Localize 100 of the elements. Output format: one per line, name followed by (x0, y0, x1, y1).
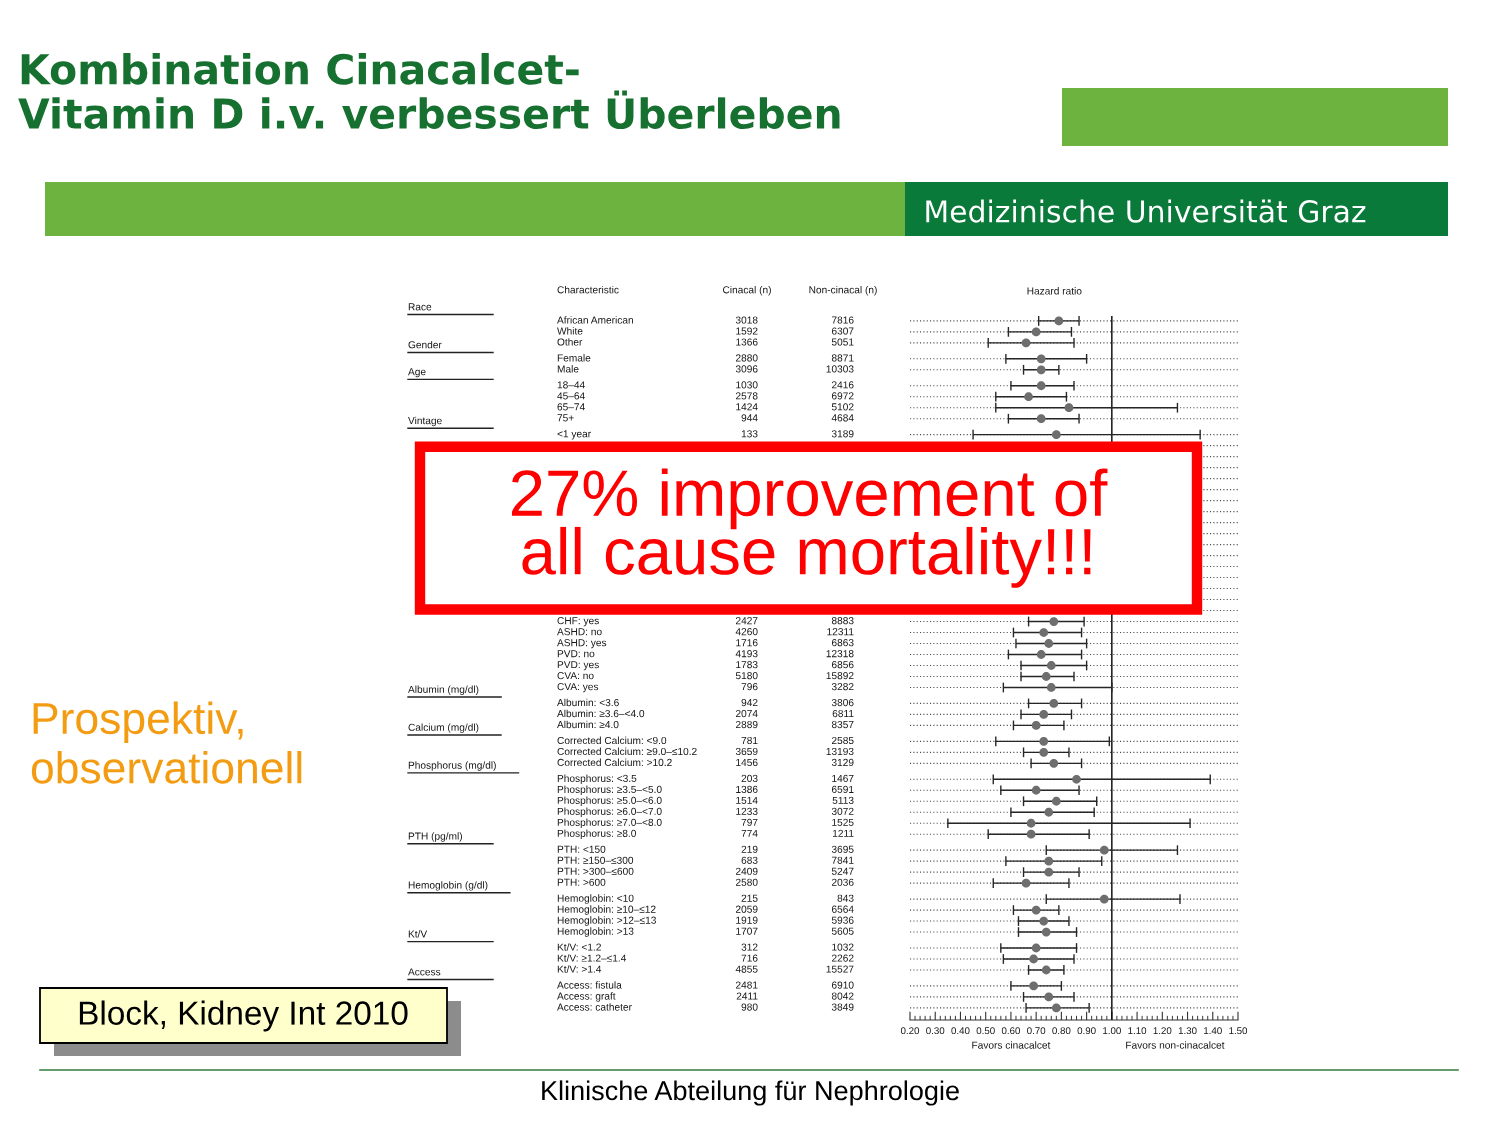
category-label: CVA: yes (557, 683, 599, 693)
category-label: Albumin: <3.6 (557, 698, 619, 707)
data-label: 13193 (826, 747, 854, 756)
category-label: Hemoglobin (g/dl) (408, 881, 488, 891)
category-label: Phosphorus: ≥5.0–<6.0 (557, 796, 662, 806)
data-label: 4855 (735, 965, 758, 973)
data-label: 2074 (735, 709, 758, 718)
category-label: African American (557, 316, 633, 324)
category-label: CVA: no (557, 672, 594, 680)
data-label: 1030 (736, 381, 758, 389)
data-label: 133 (741, 430, 758, 438)
data-label: 6856 (831, 661, 854, 669)
data-label: 6863 (831, 639, 854, 647)
data-label: 781 (741, 736, 758, 745)
data-label: 5180 (735, 672, 758, 680)
data-label: 2889 (735, 720, 758, 729)
data-label: 6972 (831, 392, 854, 400)
data-label: 1716 (736, 639, 758, 647)
category-label: Phosphorus: ≥8.0 (557, 829, 637, 839)
category-label: Phosphorus: ≥3.5–<5.0 (557, 785, 662, 795)
category-label: Access: graft (557, 992, 616, 1002)
data-label: 3129 (831, 758, 854, 767)
category-label: Phosphorus: <3.5 (557, 774, 637, 784)
category-label: Albumin (mg/dl) (408, 685, 479, 695)
data-label: 1456 (736, 758, 758, 767)
data-label: 2059 (735, 905, 758, 913)
data-label: 4193 (735, 650, 758, 658)
data-label: 1592 (736, 327, 758, 335)
data-label: 1525 (832, 818, 854, 826)
data-label: 10303 (826, 365, 854, 373)
data-label: 2416 (831, 381, 854, 389)
data-label: 716 (741, 954, 758, 962)
category-label: PVD: no (557, 650, 595, 658)
category-label: Access (408, 968, 441, 976)
category-label: Male (557, 365, 579, 373)
text: Non-cinacal (n) (809, 285, 877, 296)
category-label: Phosphorus: ≥7.0–<8.0 (557, 818, 662, 828)
data-label: 2578 (735, 392, 758, 400)
text: Cinacal (n) (723, 285, 771, 296)
category-label: Access: catheter (557, 1003, 632, 1011)
data-label: 5936 (831, 916, 854, 924)
data-label: 219 (741, 845, 758, 853)
data-label: 6811 (832, 709, 854, 718)
category-label: Age (408, 368, 426, 378)
category-label: PTH: ≥150–≤300 (557, 856, 634, 864)
data-label: 3695 (831, 845, 854, 853)
category-label: Albumin: ≥3.6–<4.0 (557, 709, 645, 718)
data-label: 5102 (831, 403, 854, 411)
data-label: 1366 (736, 338, 758, 346)
data-label: 797 (741, 818, 758, 826)
category-label: Vintage (408, 416, 442, 427)
data-label: 1233 (736, 807, 758, 815)
category-label: White (557, 327, 583, 335)
data-label: 5605 (831, 927, 854, 935)
text: Medizinische Universität Graz (926, 199, 1366, 223)
category-label: PTH: >600 (557, 878, 606, 886)
category-label: Gender (408, 340, 442, 349)
data-label: 3282 (831, 683, 854, 691)
data-label: 2580 (735, 878, 758, 886)
data-label: 1783 (736, 661, 758, 669)
data-label: 1919 (736, 916, 758, 924)
data-label: 1424 (736, 403, 758, 411)
category-label: Kt/V: >1.4 (557, 965, 602, 973)
category-label: Hemoglobin: <10 (557, 894, 634, 904)
category-label: Hemoglobin: ≥10–≤12 (557, 905, 656, 915)
data-label: 3072 (831, 807, 854, 815)
category-label: PTH: <150 (557, 845, 606, 853)
text: Prospektiv, observationell (31, 701, 302, 784)
data-label: 3806 (831, 698, 854, 707)
category-label: Hemoglobin: >12–≤13 (557, 916, 656, 926)
data-label: 980 (741, 1003, 758, 1011)
data-label: 1386 (736, 785, 758, 793)
category-label: Corrected Calcium: <9.0 (557, 736, 667, 745)
data-label: 2481 (735, 981, 758, 989)
data-label: 8871 (831, 354, 854, 362)
data-label: 1467 (832, 774, 854, 782)
category-label: Kt/V: <1.2 (557, 943, 601, 951)
data-label: 8883 (831, 617, 854, 625)
text: Kombination Cinacalcet- Vitamin D i.v. verbessert Überleben (18, 53, 840, 130)
category-label: Corrected Calcium: ≥9.0–≤10.2 (557, 747, 697, 756)
category-label: Access: fistula (557, 981, 622, 989)
category-label: Female (557, 354, 591, 362)
category-label: Calcium (mg/dl) (408, 723, 479, 733)
data-label: 3189 (831, 430, 854, 438)
category-label: ASHD: no (557, 628, 602, 636)
data-label: 5247 (831, 867, 854, 875)
category-label: Albumin: ≥4.0 (557, 720, 619, 729)
data-label: 4684 (831, 414, 854, 422)
category-label: Phosphorus (mg/dl) (408, 761, 496, 771)
category-label: <1 year (557, 430, 591, 440)
data-label: 2409 (735, 867, 758, 875)
data-label: 1032 (832, 943, 854, 951)
data-label: 12318 (826, 650, 854, 658)
category-label: Kt/V (408, 930, 428, 938)
category-label: Corrected Calcium: >10.2 (557, 758, 672, 767)
data-label: 5051 (831, 338, 854, 346)
data-label: 1514 (736, 796, 758, 804)
category-label: Kt/V: ≥1.2–≤1.4 (557, 954, 627, 962)
data-label: 2411 (736, 992, 758, 1000)
data-label: 4260 (735, 628, 758, 636)
